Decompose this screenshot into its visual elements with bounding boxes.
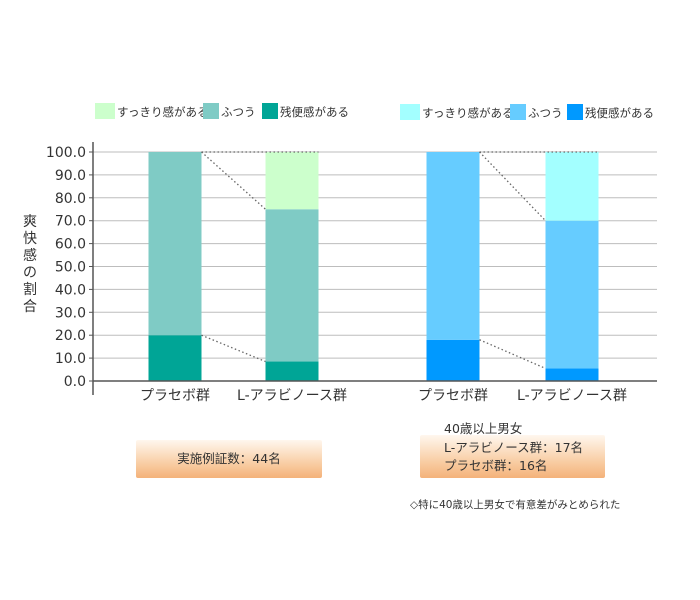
legend-swatch (262, 103, 278, 119)
bar-segment (265, 361, 319, 381)
legend-label: ふつう (221, 105, 256, 119)
right-note-box: L-アラビノース群：17名 プラセボ群：16名 (420, 435, 605, 478)
y-tick-label: 80.0 (55, 191, 86, 207)
x-tick-label: プラセボ群 (418, 388, 488, 404)
bar-segment (545, 368, 599, 381)
bar-segment (148, 335, 202, 381)
y-tick-label: 30.0 (55, 305, 86, 321)
y-axis-label-char: 爽 (23, 214, 37, 230)
legends: すっきり感がある ふつう 残便感がある すっきり感がある ふつう 残便感がある (95, 103, 654, 120)
connector-line (201, 151, 266, 210)
y-axis-label-char: の (23, 265, 37, 281)
y-axis-label-char: 感 (23, 247, 37, 264)
legend-swatch (510, 104, 526, 120)
connector-lines (201, 151, 599, 370)
y-tick-label: 70.0 (55, 214, 86, 230)
left-note-line: 実施例証数：44名 (177, 451, 281, 466)
y-tick-label: 50.0 (55, 260, 86, 276)
legend-label: すっきり感がある (422, 106, 514, 120)
right-note-line: プラセボ群：16名 (444, 457, 548, 473)
bar-segment (265, 209, 319, 362)
connector-line (479, 151, 546, 222)
legend-swatch (203, 103, 219, 119)
connector-line (201, 334, 266, 363)
x-tick-label: プラセボ群 (140, 388, 210, 404)
y-axis-label-char: 割 (23, 281, 37, 298)
bar-segment (148, 152, 202, 336)
connector-line (479, 339, 546, 370)
left-note-box: 実施例証数：44名 (136, 440, 322, 478)
right-note-heading: 40歳以上男女 (444, 421, 523, 436)
x-tick-label: L-アラビノース群 (237, 388, 347, 404)
y-axis-label-char: 合 (23, 299, 37, 315)
legend-label: すっきり感がある (117, 105, 209, 119)
legend-swatch (400, 104, 420, 120)
legend-label: 残便感がある (585, 106, 654, 120)
y-tick-label: 20.0 (55, 328, 86, 344)
legend-swatch (567, 104, 583, 120)
bar-segment (545, 220, 599, 369)
bar-segment (265, 152, 319, 210)
y-axis-label-char: 快 (23, 231, 37, 247)
bar-segment (426, 152, 480, 340)
right-note-line: L-アラビノース群：17名 (444, 439, 584, 455)
x-tick-label: L-アラビノース群 (517, 388, 627, 404)
y-tick-label: 40.0 (55, 282, 86, 298)
footnote: ◇特に40歳以上男女で有意差がみとめられた (410, 499, 621, 511)
legend-swatch (95, 103, 115, 119)
legend-label: ふつう (528, 106, 563, 120)
y-tick-label: 90.0 (55, 168, 86, 184)
bar-segment (426, 339, 480, 381)
y-tick-label: 0.0 (64, 374, 86, 390)
axes: 0.0 10.0 20.0 30.0 40.0 50.0 60.0 70.0 80.0 90.0 1… (46, 142, 657, 404)
bars (148, 152, 599, 381)
bar-segment (545, 152, 599, 221)
y-tick-label: 10.0 (55, 351, 86, 367)
y-tick-label: 60.0 (55, 237, 86, 253)
legend-label: 残便感がある (280, 105, 349, 119)
y-tick-label: 100.0 (46, 145, 86, 161)
